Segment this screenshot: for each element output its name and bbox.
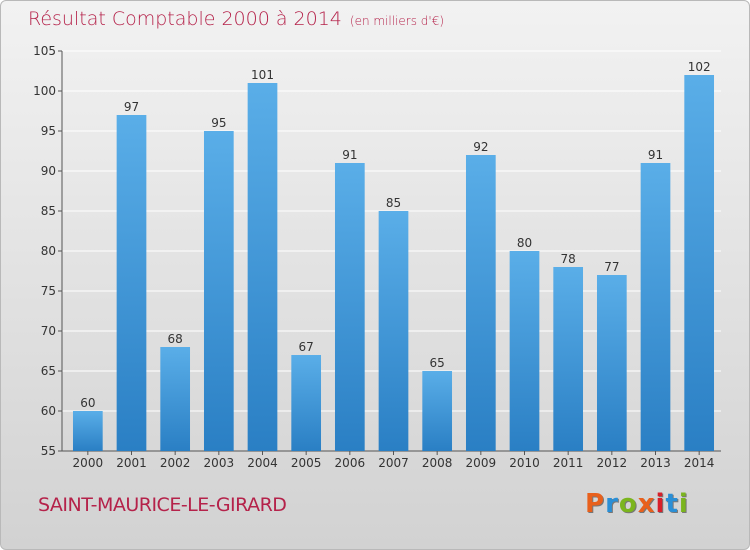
logo-letter: x bbox=[637, 489, 656, 519]
town-name: SAINT-MAURICE-LE-GIRARD bbox=[38, 494, 287, 516]
chart-unit: (en milliers d'€) bbox=[349, 14, 445, 28]
x-tick-label-2010: 2010 bbox=[509, 456, 540, 470]
x-tick-label-2005: 2005 bbox=[291, 456, 322, 470]
bar-2010 bbox=[509, 251, 540, 451]
y-tick-label: 60 bbox=[41, 404, 56, 418]
bar-2006 bbox=[334, 163, 365, 451]
value-labels: 60 97 68 95 101 67 91 85 65 92 80 78 77 91 102 bbox=[80, 60, 710, 410]
bar-2011 bbox=[553, 267, 584, 451]
x-tick-label-2003: 2003 bbox=[204, 456, 235, 470]
x-tick-label-2006: 2006 bbox=[335, 456, 366, 470]
bar-2004 bbox=[247, 83, 278, 451]
value-label-2007: 85 bbox=[386, 196, 401, 210]
x-tick-label-2002: 2002 bbox=[160, 456, 191, 470]
value-label-2006: 91 bbox=[342, 148, 357, 162]
value-label-2004: 101 bbox=[251, 68, 274, 82]
bars bbox=[72, 75, 715, 451]
value-label-2005: 67 bbox=[299, 340, 314, 354]
logo-letter: i bbox=[655, 489, 666, 519]
x-tick-labels: 2000 2001 2002 2003 2004 2005 2006 2007 2008 2009… bbox=[73, 456, 715, 470]
bar-2002 bbox=[160, 347, 191, 451]
chart-title-text: Résultat Comptable 2000 à 2014 bbox=[28, 8, 342, 30]
y-tick-label: 55 bbox=[41, 444, 56, 458]
bar-2000 bbox=[72, 411, 103, 451]
x-tick-label-2009: 2009 bbox=[466, 456, 497, 470]
value-label-2010: 80 bbox=[517, 236, 532, 250]
logo-letter: P bbox=[585, 489, 606, 519]
value-label-2011: 78 bbox=[561, 252, 576, 266]
y-tick-label: 95 bbox=[41, 124, 56, 138]
y-tick-label: 100 bbox=[33, 84, 56, 98]
x-tick-label-2000: 2000 bbox=[73, 456, 104, 470]
value-label-2009: 92 bbox=[473, 140, 488, 154]
y-tick-label: 70 bbox=[41, 324, 56, 338]
bar-2009 bbox=[465, 155, 496, 451]
y-tick-label: 75 bbox=[41, 284, 56, 298]
logo-letter: o bbox=[618, 489, 638, 519]
bar-2007 bbox=[378, 211, 409, 451]
x-tick-label-2007: 2007 bbox=[378, 456, 409, 470]
x-tick-label-2001: 2001 bbox=[116, 456, 147, 470]
x-tick-label-2013: 2013 bbox=[640, 456, 671, 470]
y-tick-label: 90 bbox=[41, 164, 56, 178]
y-tick-label: 85 bbox=[41, 204, 56, 218]
value-label-2003: 95 bbox=[211, 116, 226, 130]
bar-2008 bbox=[422, 371, 453, 451]
chart-title: Résultat Comptable 2000 à 2014 (en millie… bbox=[28, 8, 444, 30]
value-label-2000: 60 bbox=[80, 396, 95, 410]
y-tick-label: 80 bbox=[41, 244, 56, 258]
y-tick-labels: 55 60 65 70 75 80 85 90 95 100 105 bbox=[33, 44, 56, 458]
value-label-2008: 65 bbox=[430, 356, 445, 370]
bar-2005 bbox=[291, 355, 322, 451]
x-tick-label-2011: 2011 bbox=[553, 456, 584, 470]
y-tick-label: 105 bbox=[33, 44, 56, 58]
value-label-2012: 77 bbox=[604, 260, 619, 274]
value-label-2002: 68 bbox=[168, 332, 183, 346]
logo-letter: i bbox=[678, 489, 689, 519]
x-tick-label-2014: 2014 bbox=[684, 456, 715, 470]
bar-2003 bbox=[203, 131, 234, 451]
value-label-2001: 97 bbox=[124, 100, 139, 114]
logo-letter: t bbox=[665, 489, 679, 519]
bar-2001 bbox=[116, 115, 147, 451]
value-label-2014: 102 bbox=[688, 60, 711, 74]
bar-2014 bbox=[684, 75, 715, 451]
value-label-2013: 91 bbox=[648, 148, 663, 162]
x-tick-label-2008: 2008 bbox=[422, 456, 453, 470]
bar-2013 bbox=[640, 163, 671, 451]
logo-letter: r bbox=[605, 489, 619, 519]
y-tick-label: 65 bbox=[41, 364, 56, 378]
bar-2012 bbox=[596, 275, 627, 451]
proxiti-logo[interactable]: Proxiti bbox=[585, 489, 689, 519]
x-tick-label-2004: 2004 bbox=[247, 456, 278, 470]
x-tick-label-2012: 2012 bbox=[597, 456, 628, 470]
